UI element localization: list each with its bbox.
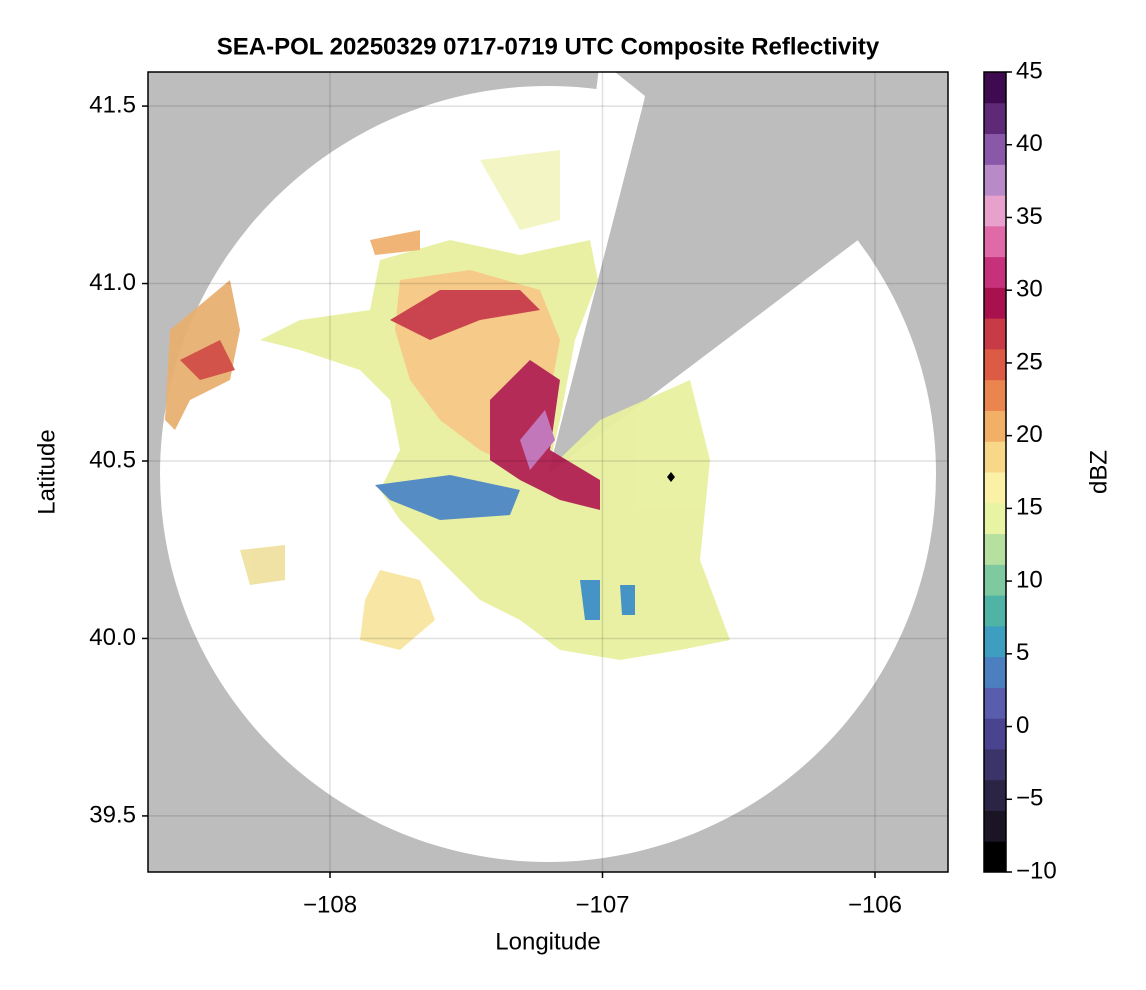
- colorbar-segment: [984, 133, 1006, 165]
- colorbar-segment: [984, 410, 1006, 442]
- radar-site: [667, 472, 675, 482]
- colorbar-tick-label: −5: [1016, 785, 1043, 812]
- colorbar-tick-label: 45: [1016, 57, 1043, 84]
- colorbar-tick-label: 30: [1016, 276, 1043, 303]
- colorbar-segment: [984, 348, 1006, 381]
- colorbar-tick-label: 0: [1016, 712, 1029, 739]
- colorbar-segment: [984, 718, 1006, 750]
- plot-frame: [147, 71, 949, 873]
- colorbar-segment: [984, 318, 1006, 350]
- colorbar-segment: [984, 472, 1006, 504]
- colorbar-tick-label: −10: [1016, 857, 1057, 884]
- colorbar-segment: [984, 656, 1006, 688]
- y-axis-label: Latitude: [33, 429, 60, 514]
- echo: [390, 290, 540, 340]
- colorbar-segment: [984, 810, 1006, 842]
- y-tick-label: 40.5: [89, 446, 136, 473]
- echo: [480, 150, 560, 230]
- colorbar-segment: [984, 72, 1006, 104]
- colorbar-segment: [984, 533, 1006, 565]
- x-axis-label: Longitude: [495, 928, 600, 955]
- colorbar-segment: [984, 102, 1006, 135]
- colorbar-segment: [984, 595, 1006, 627]
- colorbar-tick-label: 15: [1016, 494, 1043, 521]
- y-tick-label: 39.5: [89, 801, 136, 828]
- colorbar-tick-label: 25: [1016, 348, 1043, 375]
- colorbar-segment: [984, 841, 1006, 873]
- colorbar-segment: [984, 625, 1006, 658]
- colorbar-segment: [984, 687, 1006, 719]
- colorbar-segment: [984, 502, 1006, 535]
- echo: [580, 580, 635, 620]
- echo: [520, 410, 555, 470]
- x-tick-label: −106: [848, 891, 902, 918]
- colorbar-tick-label: 20: [1016, 421, 1043, 448]
- echo: [375, 475, 520, 520]
- x-tick-label: −107: [575, 891, 629, 918]
- echo: [370, 230, 420, 255]
- radar-field: [148, 72, 948, 872]
- echo: [360, 570, 435, 650]
- colorbar-segment: [984, 379, 1006, 411]
- colorbar-label: dBZ: [1085, 450, 1112, 494]
- colorbar-tick-label: 40: [1016, 130, 1043, 157]
- colorbar-tick-label: 35: [1016, 203, 1043, 230]
- colorbar-segment: [984, 164, 1006, 196]
- colorbar-segment: [984, 225, 1006, 258]
- colorbar-frame: [983, 71, 1007, 873]
- y-tick-label: 40.0: [89, 624, 136, 651]
- colorbar-segment: [984, 195, 1006, 227]
- y-tick-label: 41.0: [89, 269, 136, 296]
- echo-field: [165, 150, 730, 660]
- colorbar-tick-label: 5: [1016, 639, 1029, 666]
- echo: [180, 340, 235, 380]
- blocked-sector: [548, 72, 948, 474]
- colorbar-segment: [984, 287, 1006, 319]
- x-tick-label: −108: [303, 891, 357, 918]
- colorbar-segment: [984, 564, 1006, 596]
- colorbar-tick-label: 10: [1016, 566, 1043, 593]
- colorbar-segment: [984, 256, 1006, 288]
- colorbar-segment: [984, 779, 1006, 811]
- colorbar-segment: [984, 441, 1006, 473]
- echo: [240, 545, 285, 585]
- chart-title: SEA-POL 20250329 0717-0719 UTC Composite…: [217, 33, 880, 60]
- colorbar-segment: [984, 748, 1006, 781]
- y-tick-label: 41.5: [89, 91, 136, 118]
